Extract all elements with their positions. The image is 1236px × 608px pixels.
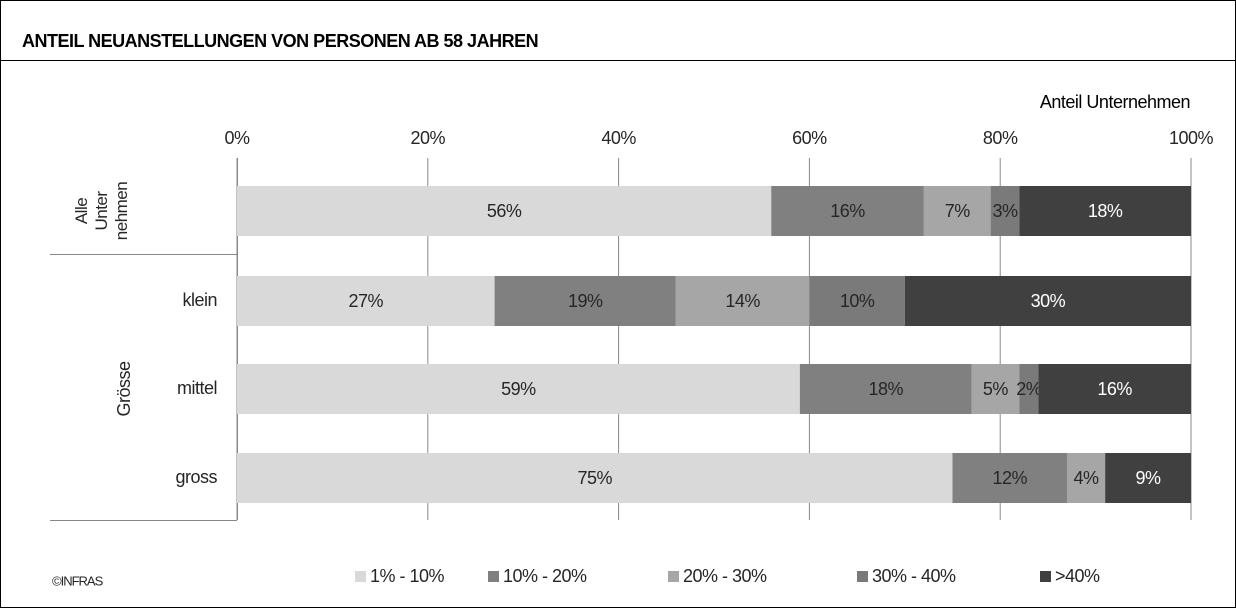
data-label: 19% [568,291,603,311]
bar-segment [237,364,800,414]
legend-label: >40% [1055,566,1100,586]
data-label: 18% [868,379,903,399]
legend-swatch [355,571,366,582]
bar-segment [990,186,1020,236]
data-label: 75% [577,468,612,488]
bar-segment [799,364,972,414]
data-label: 18% [1088,201,1123,221]
group-label: Grösse [114,361,134,417]
legend-label: 20% - 30% [683,566,767,586]
data-label: 10% [840,291,875,311]
data-label: 16% [1097,379,1132,399]
bar-segment [923,186,991,236]
data-label: 14% [725,291,760,311]
category-label: gross [175,467,217,487]
category-label-line: nehmen [112,182,131,240]
bar-segment [237,186,772,236]
axis-title: Anteil Unternehmen [1040,92,1190,112]
x-tick-label: 20% [411,128,446,148]
bar-segment [1019,364,1039,414]
legend-swatch [488,571,499,582]
bar-segment [952,453,1067,503]
data-label: 7% [945,201,971,221]
bar-segment [971,364,1020,414]
legend-label: 1% - 10% [370,566,445,586]
x-tick-label: 80% [983,128,1018,148]
legend-label: 10% - 20% [503,566,587,586]
data-label: 56% [487,201,522,221]
x-tick-label: 0% [224,128,250,148]
data-label: 9% [1136,468,1162,488]
bar-segment [675,276,810,326]
data-label: 4% [1074,468,1100,488]
category-label: mittel [177,378,217,398]
data-label: 2% [1016,379,1042,399]
category-label-line: Unter [92,191,111,231]
legend-swatch [668,571,679,582]
x-tick-label: 40% [601,128,636,148]
data-label: 59% [501,379,536,399]
bar-segment [1105,453,1191,503]
source: ©INFRAS [52,573,104,588]
category-label: AlleUnternehmen [72,182,131,240]
bar-segment [1038,364,1191,414]
bar-segment [494,276,676,326]
bar-segment [809,276,905,326]
bar-segment [237,276,495,326]
category-label: klein [182,290,217,310]
data-label: 12% [992,468,1027,488]
data-label: 5% [983,379,1009,399]
bar-segment [237,453,953,503]
bar-segment [904,276,1191,326]
x-tick-label: 100% [1169,128,1214,148]
bar-segment [771,186,924,236]
data-label: 27% [349,291,384,311]
chart-title: ANTEIL NEUANSTELLUNGEN VON PERSONEN AB 5… [22,31,538,51]
x-tick-label: 60% [792,128,827,148]
data-label: 3% [992,201,1018,221]
legend-swatch [1040,571,1051,582]
data-label: 16% [830,201,865,221]
legend-swatch [857,571,868,582]
legend-label: 30% - 40% [872,566,956,586]
bar-segment [1066,453,1106,503]
data-label: 30% [1031,291,1066,311]
bar-segment [1019,186,1191,236]
category-label-line: Alle [72,198,91,224]
